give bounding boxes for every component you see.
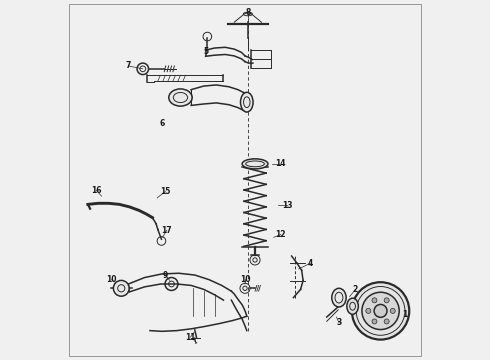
Text: 10: 10 bbox=[241, 275, 251, 284]
Text: 8: 8 bbox=[245, 8, 250, 17]
Text: 2: 2 bbox=[353, 285, 358, 294]
Ellipse shape bbox=[332, 288, 346, 307]
Text: 16: 16 bbox=[91, 185, 101, 194]
Text: 7: 7 bbox=[126, 62, 131, 71]
Text: 14: 14 bbox=[275, 159, 285, 168]
Text: 10: 10 bbox=[106, 275, 117, 284]
Text: 9: 9 bbox=[163, 270, 168, 279]
Circle shape bbox=[390, 309, 395, 314]
Ellipse shape bbox=[242, 159, 268, 169]
Circle shape bbox=[352, 282, 409, 339]
Text: 12: 12 bbox=[275, 230, 286, 239]
Circle shape bbox=[374, 305, 387, 318]
Text: 4: 4 bbox=[308, 259, 313, 268]
Circle shape bbox=[384, 319, 389, 324]
Text: 6: 6 bbox=[160, 119, 165, 128]
Text: 17: 17 bbox=[162, 226, 172, 235]
Text: 3: 3 bbox=[336, 318, 342, 327]
Ellipse shape bbox=[169, 89, 192, 106]
Text: 11: 11 bbox=[185, 333, 196, 342]
Text: 5: 5 bbox=[203, 47, 208, 56]
Circle shape bbox=[362, 292, 399, 329]
Text: 15: 15 bbox=[160, 187, 171, 196]
Text: 13: 13 bbox=[282, 201, 293, 210]
Text: 1: 1 bbox=[402, 310, 407, 319]
Ellipse shape bbox=[241, 92, 253, 112]
Circle shape bbox=[113, 280, 129, 296]
Circle shape bbox=[384, 298, 389, 303]
Circle shape bbox=[372, 298, 377, 303]
Ellipse shape bbox=[347, 298, 358, 314]
Circle shape bbox=[372, 319, 377, 324]
Circle shape bbox=[366, 309, 371, 314]
Ellipse shape bbox=[245, 161, 265, 167]
